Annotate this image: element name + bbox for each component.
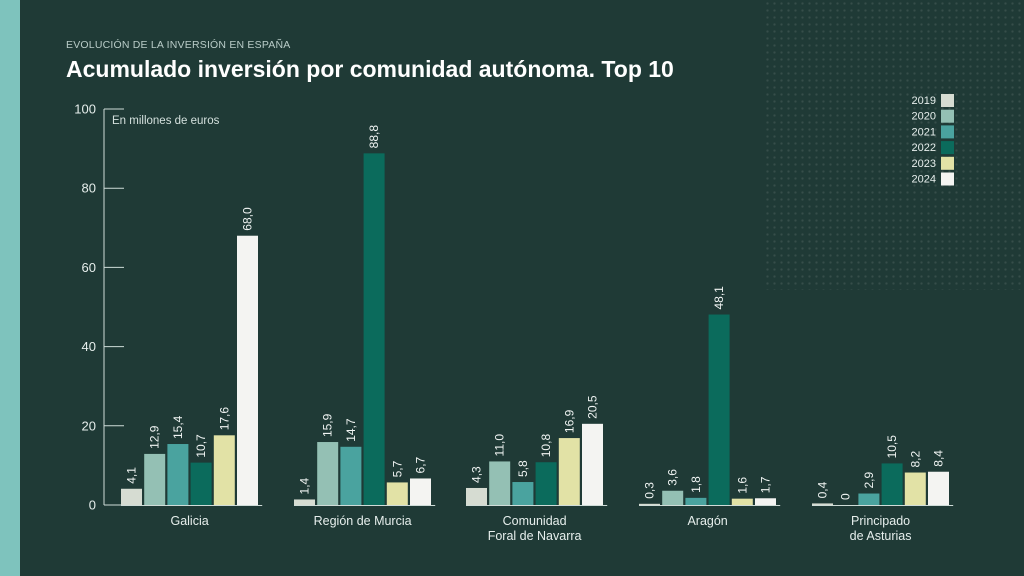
bar-2019-4 [812, 503, 833, 505]
bar-value-label: 0,3 [643, 482, 657, 499]
bar-2022-1 [363, 153, 385, 506]
bar-value-label: 14,7 [344, 418, 358, 442]
bar-value-label: 15,9 [321, 413, 335, 437]
bar-value-label: 1,7 [759, 476, 773, 493]
legend-label-2024: 2024 [912, 174, 936, 186]
bar-value-label: 68,0 [241, 207, 255, 231]
bar-2019-0 [121, 488, 142, 505]
legend-label-2021: 2021 [912, 126, 936, 138]
y-tick-label: 0 [89, 498, 96, 513]
bar-2024-2 [582, 423, 603, 505]
bar-value-label: 8,2 [908, 451, 922, 468]
bar-2021-1 [340, 446, 362, 505]
side-accent-bar [0, 0, 20, 576]
bar-2021-4 [858, 493, 880, 505]
bar-value-label: 2,9 [862, 472, 876, 489]
bar-value-label: 5,7 [390, 460, 404, 477]
legend-swatch-2021 [941, 125, 954, 139]
dot-pattern-decoration [764, 0, 1024, 290]
bar-2023-1 [386, 482, 408, 505]
bar-value-label: 4,3 [470, 466, 484, 483]
y-tick-label: 20 [82, 418, 96, 433]
bar-value-label: 1,4 [298, 477, 312, 494]
bar-value-label: 88,8 [367, 125, 381, 149]
bar-2020-2 [489, 461, 511, 505]
bar-value-label: 4,1 [125, 467, 139, 484]
category-label: Comunidad [503, 514, 567, 528]
bar-2023-0 [213, 435, 235, 505]
bar-value-label: 16,9 [562, 409, 576, 433]
bar-2024-0 [237, 235, 258, 505]
bar-value-label: 17,6 [217, 407, 231, 431]
y-tick-label: 40 [82, 339, 96, 354]
category-label: Foral de Navarra [488, 529, 582, 543]
bar-2023-3 [731, 498, 753, 505]
bar-2019-2 [466, 487, 487, 505]
bar-value-label: 5,8 [516, 460, 530, 477]
legend-label-2019: 2019 [912, 95, 936, 107]
category-label: Principado [851, 514, 910, 528]
bar-2021-3 [685, 497, 707, 505]
legend-label-2022: 2022 [912, 142, 936, 154]
bar-value-label: 20,5 [586, 395, 600, 419]
category-label: de Asturias [850, 529, 912, 543]
bar-value-label: 1,8 [689, 476, 703, 493]
category-label: Galicia [170, 514, 208, 528]
chart-title: Acumulado inversión por comunidad autóno… [66, 56, 674, 82]
y-tick-label: 80 [82, 181, 96, 196]
chart-kicker: EVOLUCIÓN DE LA INVERSIÓN EN ESPAÑA [66, 39, 291, 51]
bar-value-label: 0,4 [816, 481, 830, 498]
bar-2024-1 [410, 478, 431, 505]
bar-2020-1 [317, 442, 339, 505]
bar-2022-2 [535, 462, 557, 505]
category-label: Región de Murcia [314, 514, 412, 528]
bar-2022-4 [881, 463, 903, 505]
bar-value-label: 0 [839, 493, 853, 500]
bar-2019-3 [639, 503, 660, 505]
y-tick-label: 60 [82, 260, 96, 275]
bar-2019-1 [294, 499, 315, 505]
bar-value-label: 8,4 [932, 450, 946, 467]
bar-value-label: 10,5 [885, 435, 899, 459]
bar-2020-3 [662, 490, 684, 505]
legend-label-2023: 2023 [912, 158, 936, 170]
bar-value-label: 3,6 [666, 469, 680, 486]
bar-value-label: 11,0 [493, 434, 507, 457]
bar-value-label: 6,7 [414, 456, 428, 473]
legend-swatch-2022 [941, 141, 954, 155]
legend-swatch-2023 [941, 156, 954, 170]
bar-2022-0 [190, 462, 212, 505]
bar-value-label: 1,6 [735, 477, 749, 494]
bar-2020-0 [144, 453, 166, 505]
bar-value-label: 15,4 [171, 415, 185, 439]
bar-2024-4 [928, 471, 949, 505]
bar-value-label: 10,7 [194, 434, 208, 458]
y-tick-label: 100 [74, 102, 96, 117]
bar-value-label: 48,1 [712, 286, 726, 310]
bar-value-label: 12,9 [148, 425, 162, 449]
bar-2024-3 [755, 498, 776, 505]
bar-2021-0 [167, 444, 189, 505]
bar-2023-4 [904, 472, 926, 505]
bar-2022-3 [708, 314, 730, 505]
bar-2023-2 [558, 438, 580, 505]
legend-swatch-2020 [941, 109, 954, 123]
legend-swatch-2024 [941, 172, 954, 186]
bar-2021-2 [512, 482, 534, 505]
legend-swatch-2019 [941, 94, 954, 107]
unit-label: En millones de euros [112, 115, 220, 127]
bar-value-label: 10,8 [539, 434, 553, 458]
category-label: Aragón [687, 514, 727, 528]
legend-label-2020: 2020 [912, 111, 936, 123]
